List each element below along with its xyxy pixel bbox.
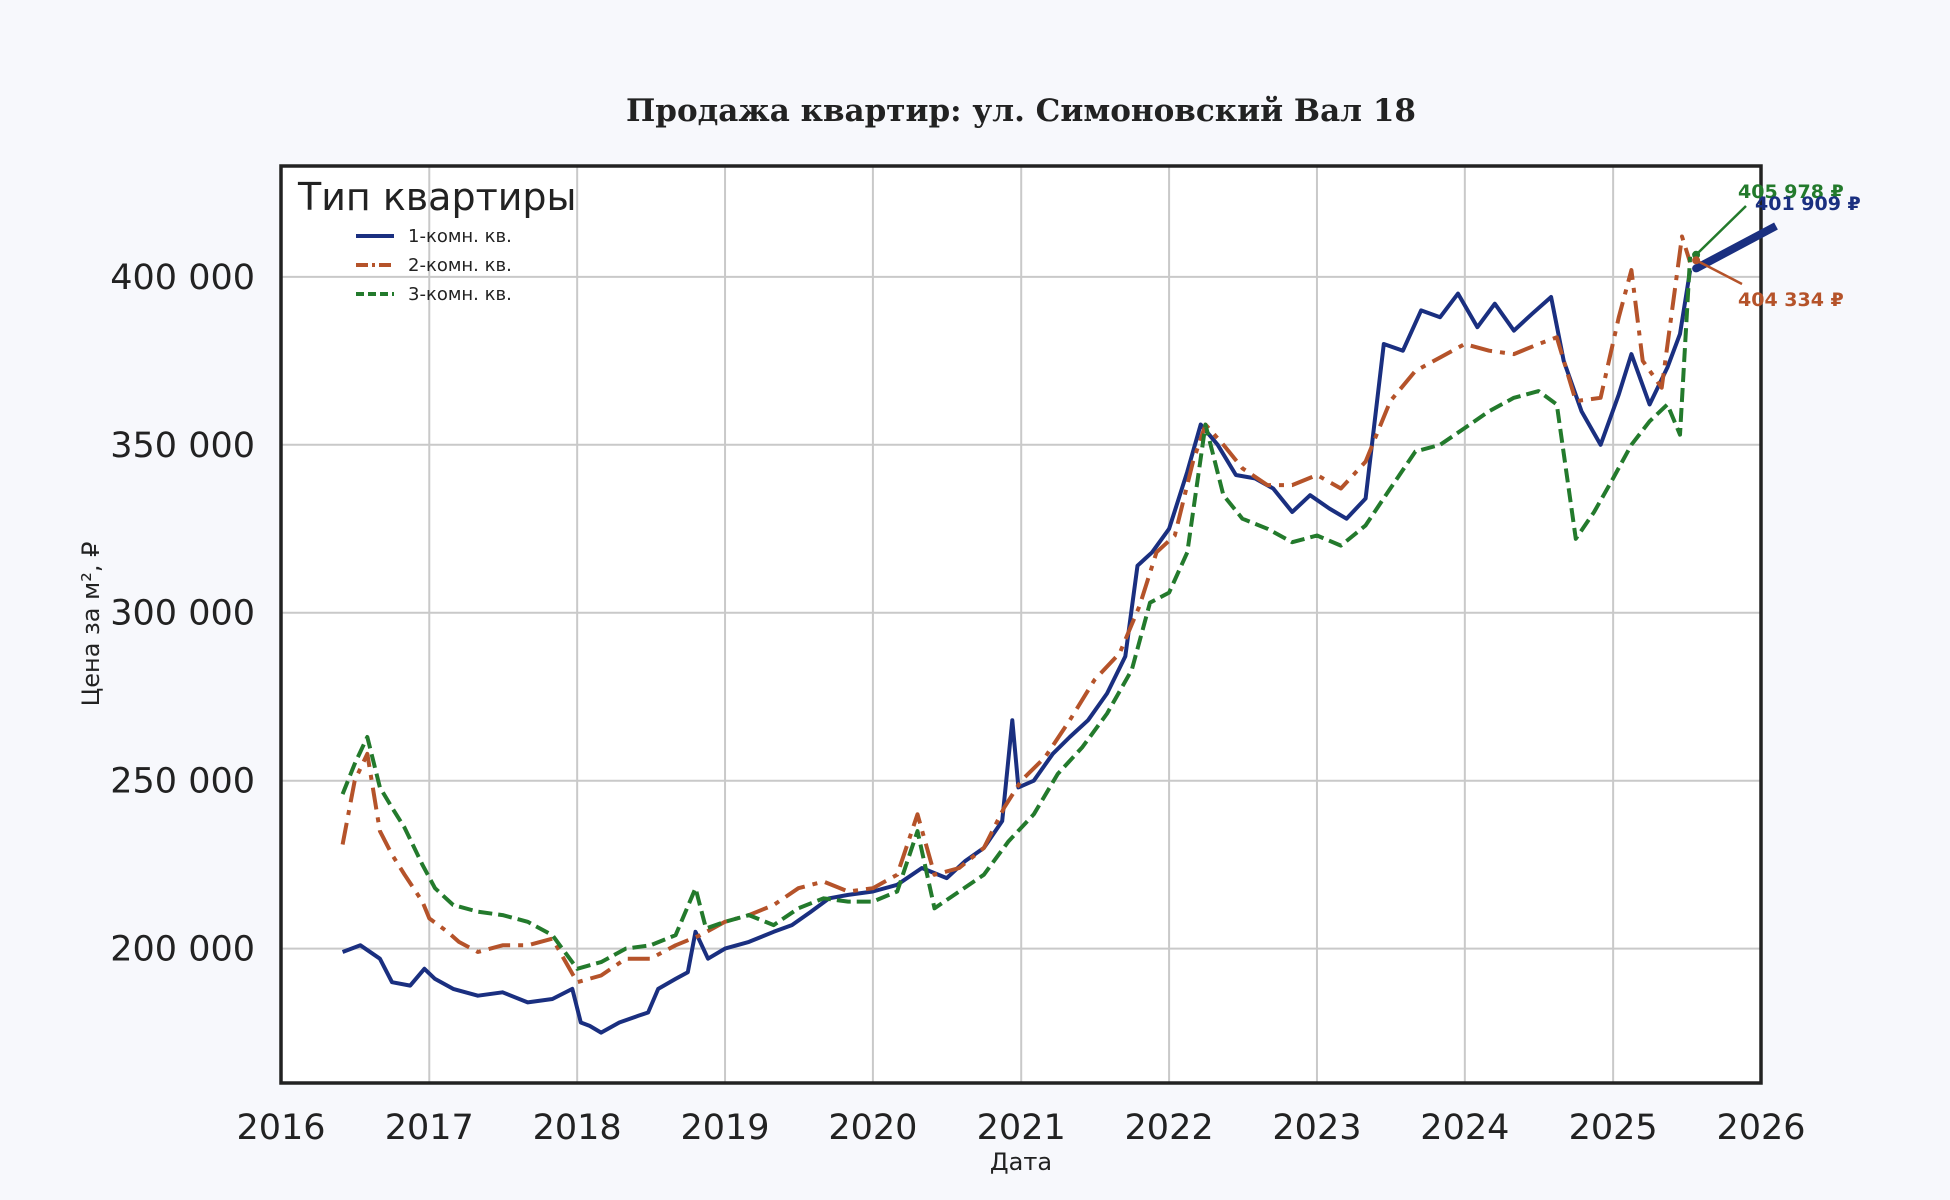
annotation-label-1: 405 978 ₽: [1738, 181, 1844, 203]
legend-label-2: 2-комн. кв.: [408, 255, 512, 276]
x-tick-label: 2021: [977, 1108, 1066, 1148]
annotation-arrow-1: [1695, 205, 1747, 256]
y-axis-label: Цена за м², ₽: [77, 542, 105, 707]
x-tick-label: 2020: [828, 1108, 917, 1148]
annotation-arrowhead-3: [1692, 256, 1701, 265]
x-tick-label: 2025: [1569, 1108, 1658, 1148]
tick-labels: 2016 2017 2018 2019 2020 2021 2022 2023 2024 2025…: [110, 258, 1805, 1148]
series-line-3: [340, 256, 1693, 971]
x-tick-label: 2023: [1272, 1108, 1361, 1148]
annotation-label-3: 404 334 ₽: [1738, 289, 1844, 311]
x-tick-label: 2018: [533, 1108, 622, 1148]
series-line-2: [340, 234, 1693, 985]
legend-label-1: 1-комн. кв.: [408, 226, 512, 247]
y-tick-label: 300 000: [110, 594, 255, 634]
series-lines: [340, 234, 1693, 1035]
annotation-arrowhead-1: [1692, 250, 1701, 259]
legend-label-3: 3-комн. кв.: [408, 284, 512, 305]
y-tick-label: 250 000: [110, 762, 255, 802]
annotation-arrowhead-2: [1692, 264, 1701, 273]
x-tick-label: 2019: [681, 1108, 770, 1148]
x-tick-label: 2022: [1125, 1108, 1214, 1148]
annotation-label-2: 401 909 ₽: [1755, 193, 1861, 215]
y-tick-label: 200 000: [110, 930, 255, 970]
y-tick-label: 400 000: [110, 258, 255, 298]
x-tick-label: 2026: [1716, 1108, 1805, 1148]
plot-frame: [279, 164, 1763, 1085]
legend: Тип квартиры 1-комн. кв. 2-комн. кв. 3-ком…: [297, 175, 577, 305]
x-tick-label: 2017: [385, 1108, 474, 1148]
legend-title: Тип квартиры: [297, 175, 577, 219]
chart-title: Продажа квартир: ул. Симоновский Вал 18: [626, 93, 1416, 129]
x-tick-label: 2024: [1420, 1108, 1509, 1148]
annotation-arrow-2: [1694, 222, 1778, 272]
y-tick-label: 350 000: [110, 426, 255, 466]
annotation-arrow-3: [1695, 259, 1743, 286]
x-axis-label: Дата: [990, 1148, 1052, 1176]
x-tick-label: 2016: [236, 1108, 325, 1148]
annotations: 405 978 ₽401 909 ₽ 404 334 ₽: [1692, 181, 1861, 311]
